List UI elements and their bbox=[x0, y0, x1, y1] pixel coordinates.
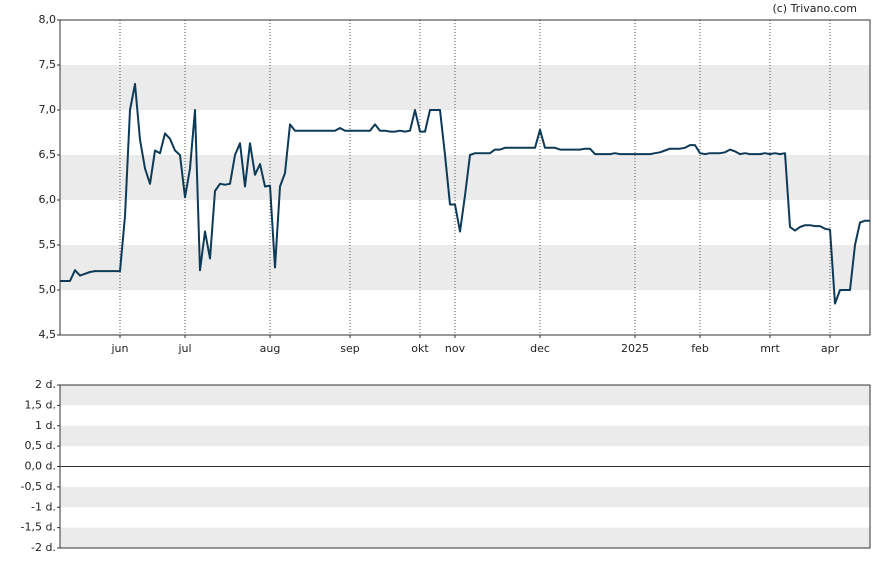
y-tick-label: 4,5 bbox=[39, 328, 57, 341]
y-tick-label: 0,5 d. bbox=[25, 439, 56, 452]
y-tick-label: 5,5 bbox=[39, 238, 57, 251]
grid-band bbox=[60, 425, 870, 447]
x-tick-label: sep bbox=[340, 342, 359, 355]
price-line bbox=[60, 82, 870, 305]
x-tick-label: dec bbox=[530, 342, 550, 355]
y-tick-label: 0,0 d. bbox=[25, 460, 56, 473]
grid-band bbox=[60, 385, 870, 406]
x-tick-label: mrt bbox=[760, 342, 780, 355]
grid-band bbox=[60, 486, 870, 508]
x-tick-label: aug bbox=[260, 342, 281, 355]
y-tick-label: -2 d. bbox=[31, 541, 56, 554]
credit: (c) Trivano.com bbox=[772, 2, 857, 15]
y-tick-label: 7,0 bbox=[39, 103, 57, 116]
plot-frame bbox=[59, 384, 871, 549]
y-tick-label: 6,0 bbox=[39, 193, 57, 206]
y-tick-label: 7,5 bbox=[39, 58, 57, 71]
x-tick-label: jun bbox=[111, 342, 129, 355]
y-tick-label: 8,0 bbox=[39, 13, 57, 26]
grid-band bbox=[60, 245, 870, 290]
x-tick-label: nov bbox=[445, 342, 466, 355]
grid-band bbox=[60, 65, 870, 110]
grid-band bbox=[60, 527, 870, 548]
y-tick-label: 5,0 bbox=[39, 283, 57, 296]
y-tick-label: 2 d. bbox=[35, 378, 56, 391]
y-tick-label: -1,5 d. bbox=[21, 521, 56, 534]
y-tick-label: -1 d. bbox=[31, 500, 56, 513]
y-tick-label: 1,5 d. bbox=[25, 398, 56, 411]
plot-frame bbox=[59, 19, 871, 336]
y-tick-label: 6,5 bbox=[39, 148, 57, 161]
y-tick-label: -0,5 d. bbox=[21, 480, 56, 493]
x-tick-label: apr bbox=[821, 342, 840, 355]
x-tick-label: okt bbox=[411, 342, 429, 355]
x-tick-label: feb bbox=[691, 342, 709, 355]
x-tick-label: 2025 bbox=[621, 342, 649, 355]
y-tick-label: 1 d. bbox=[35, 419, 56, 432]
x-tick-label: jul bbox=[177, 342, 191, 355]
